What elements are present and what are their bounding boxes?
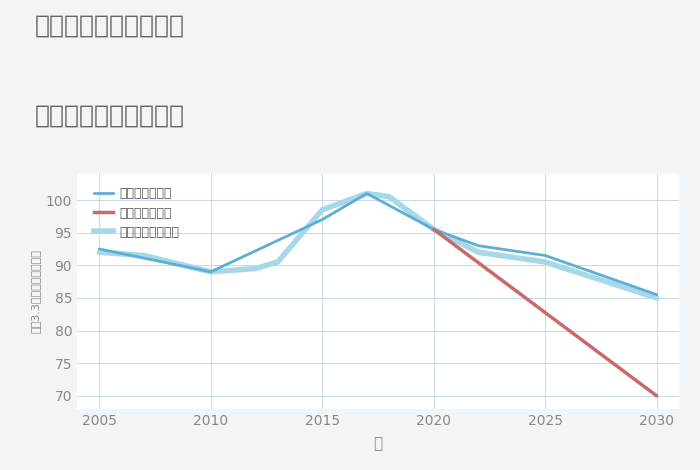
Text: 中古戸建ての価格推移: 中古戸建ての価格推移 [35,103,185,127]
Y-axis label: 坪（3.3㎡）単価（万円）: 坪（3.3㎡）単価（万円） [30,250,40,333]
Text: 愛知県安城市木戸町の: 愛知県安城市木戸町の [35,14,185,38]
Legend: グッドシナリオ, バッドシナリオ, ノーマルシナリオ: グッドシナリオ, バッドシナリオ, ノーマルシナリオ [90,182,184,244]
X-axis label: 年: 年 [373,436,383,451]
